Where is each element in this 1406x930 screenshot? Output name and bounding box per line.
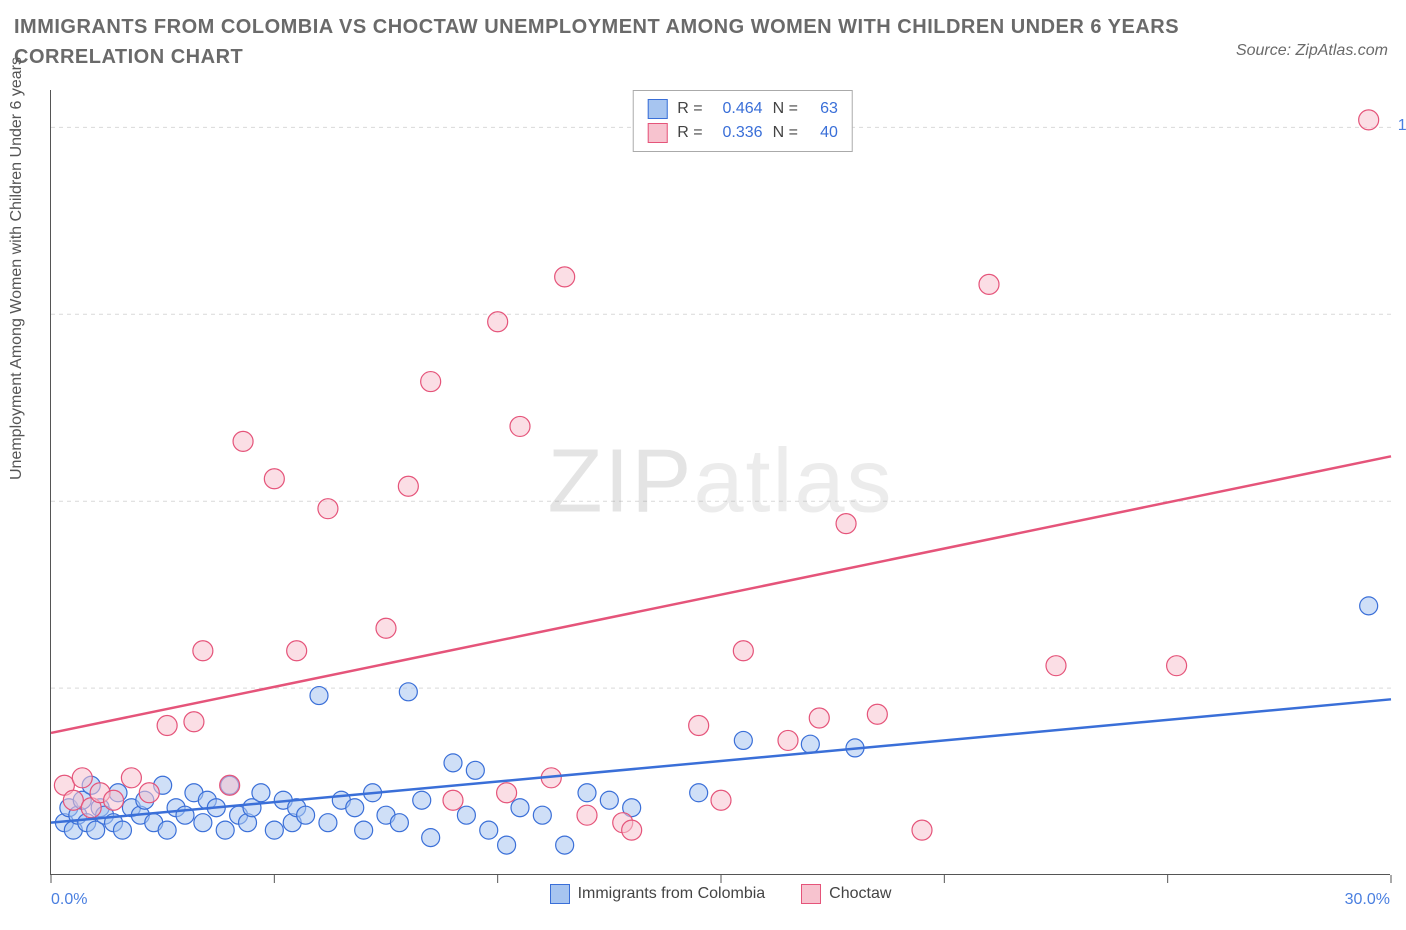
scatter-point	[577, 805, 597, 825]
scatter-point	[488, 312, 508, 332]
scatter-point	[1359, 110, 1379, 130]
scatter-point	[72, 768, 92, 788]
scatter-point	[233, 431, 253, 451]
legend-swatch	[801, 884, 821, 904]
scatter-point	[690, 784, 708, 802]
scatter-point	[184, 712, 204, 732]
scatter-point	[63, 790, 83, 810]
scatter-point	[801, 735, 819, 753]
scatter-point	[443, 790, 463, 810]
scatter-svg	[51, 90, 1391, 875]
x-tick-left: 0.0%	[51, 891, 87, 909]
y-tick-label: 100.0%	[1398, 117, 1406, 135]
n-value: 40	[808, 121, 838, 145]
scatter-point	[346, 799, 364, 817]
y-axis-label: Unemployment Among Women with Children U…	[8, 57, 26, 480]
scatter-point	[480, 821, 498, 839]
r-label: R =	[677, 121, 702, 145]
scatter-point	[413, 791, 431, 809]
scatter-point	[421, 372, 441, 392]
scatter-point	[158, 821, 176, 839]
stats-row: R = 0.336 N = 40	[647, 121, 838, 145]
scatter-point	[733, 641, 753, 661]
scatter-point	[319, 814, 337, 832]
scatter-point	[912, 820, 932, 840]
scatter-point	[310, 687, 328, 705]
n-label: N =	[773, 121, 798, 145]
scatter-point	[511, 799, 529, 817]
scatter-point	[510, 416, 530, 436]
scatter-point	[867, 704, 887, 724]
scatter-point	[1360, 597, 1378, 615]
scatter-point	[287, 641, 307, 661]
scatter-point	[104, 790, 124, 810]
scatter-point	[979, 274, 999, 294]
scatter-point	[466, 761, 484, 779]
scatter-point	[399, 683, 417, 701]
legend-swatch	[550, 884, 570, 904]
n-label: N =	[773, 97, 798, 121]
scatter-point	[318, 499, 338, 519]
chart-title: IMMIGRANTS FROM COLOMBIA VS CHOCTAW UNEM…	[14, 12, 1206, 72]
scatter-point	[297, 806, 315, 824]
legend-item: Choctaw	[801, 884, 891, 904]
scatter-point	[193, 641, 213, 661]
scatter-point	[622, 820, 642, 840]
scatter-point	[252, 784, 270, 802]
r-label: R =	[677, 97, 702, 121]
scatter-point	[1046, 656, 1066, 676]
stats-box: R = 0.464 N = 63 R = 0.336 N = 40	[632, 90, 853, 152]
scatter-point	[216, 821, 234, 839]
bottom-legend: Immigrants from Colombia Choctaw	[51, 884, 1390, 909]
legend-label: Immigrants from Colombia	[578, 885, 766, 903]
scatter-point	[121, 768, 141, 788]
scatter-point	[689, 715, 709, 735]
scatter-point	[1167, 656, 1187, 676]
r-value: 0.464	[713, 97, 763, 121]
scatter-point	[711, 790, 731, 810]
scatter-point	[398, 476, 418, 496]
legend-swatch	[647, 99, 667, 119]
stats-row: R = 0.464 N = 63	[647, 97, 838, 121]
scatter-point	[734, 731, 752, 749]
trend-line	[51, 456, 1391, 733]
legend-swatch	[647, 123, 667, 143]
scatter-point	[444, 754, 462, 772]
scatter-point	[220, 775, 240, 795]
scatter-point	[578, 784, 596, 802]
scatter-point	[113, 821, 131, 839]
scatter-point	[600, 791, 618, 809]
scatter-point	[390, 814, 408, 832]
n-value: 63	[808, 97, 838, 121]
scatter-point	[422, 829, 440, 847]
r-value: 0.336	[713, 121, 763, 145]
scatter-point	[265, 821, 283, 839]
scatter-point	[157, 715, 177, 735]
scatter-point	[556, 836, 574, 854]
plot-area: ZIPatlas R =0.464N =63R =0.336N =40 Immi…	[50, 90, 1390, 875]
scatter-point	[264, 469, 284, 489]
scatter-point	[809, 708, 829, 728]
scatter-point	[355, 821, 373, 839]
scatter-point	[533, 806, 551, 824]
scatter-point	[778, 730, 798, 750]
scatter-point	[457, 806, 475, 824]
scatter-point	[194, 814, 212, 832]
scatter-point	[498, 836, 516, 854]
legend-label: Choctaw	[829, 885, 891, 903]
x-tick-right: 30.0%	[1345, 891, 1390, 909]
legend-item: Immigrants from Colombia	[550, 884, 766, 904]
scatter-point	[139, 783, 159, 803]
scatter-point	[376, 618, 396, 638]
source-attribution: Source: ZipAtlas.com	[1236, 42, 1388, 60]
scatter-point	[836, 514, 856, 534]
scatter-point	[497, 783, 517, 803]
scatter-point	[555, 267, 575, 287]
